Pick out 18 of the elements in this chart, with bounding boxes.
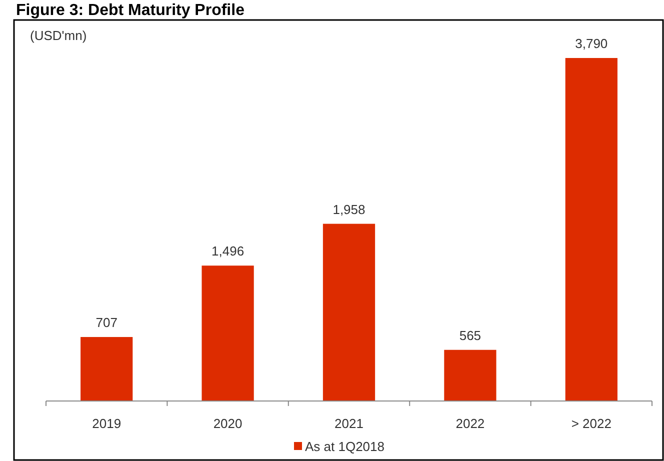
bar xyxy=(80,337,133,401)
bar xyxy=(202,266,254,401)
bar xyxy=(565,58,618,401)
x-tick-label: 2021 xyxy=(334,416,364,431)
y-axis-title: (USD'mn) xyxy=(30,28,87,43)
bar xyxy=(322,224,376,401)
chart-title: Figure 3: Debt Maturity Profile xyxy=(16,2,245,19)
data-label: 1,958 xyxy=(332,202,366,217)
legend-label: As at 1Q2018 xyxy=(305,439,384,454)
x-tick-label: 2020 xyxy=(213,416,242,431)
data-label: 1,496 xyxy=(212,244,244,259)
data-label: 565 xyxy=(459,328,482,343)
x-tick-label: > 2022 xyxy=(571,416,612,431)
data-label: 707 xyxy=(96,315,118,330)
x-tick-label: 2019 xyxy=(92,416,122,431)
bar xyxy=(444,350,496,401)
data-label: 3,790 xyxy=(575,36,608,51)
x-tick-label: 2022 xyxy=(456,416,485,431)
